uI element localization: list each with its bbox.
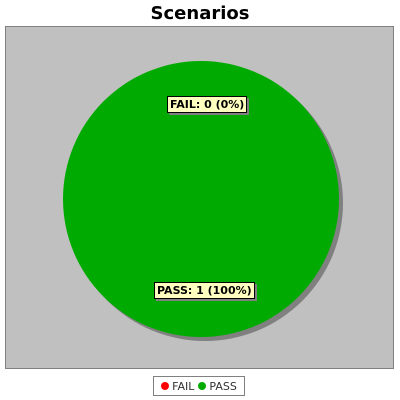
plot-area: FAIL: 0 (0%) PASS: 1 (100%)	[5, 26, 394, 369]
legend-item-pass: PASS	[198, 379, 237, 393]
legend-marker-pass	[198, 382, 207, 390]
slice-label-pass: PASS: 1 (100%)	[154, 282, 255, 299]
legend-label-pass: PASS	[209, 379, 237, 393]
legend-label-fail: FAIL	[172, 379, 195, 393]
legend-marker-fail	[161, 382, 170, 390]
chart-title: Scenarios	[150, 3, 250, 24]
pie-chart	[6, 27, 393, 368]
slice-label-fail: FAIL: 0 (0%)	[167, 96, 248, 113]
legend: FAIL PASS	[153, 376, 245, 396]
legend-item-fail: FAIL	[161, 380, 194, 393]
pie-slice-pass	[63, 61, 339, 337]
